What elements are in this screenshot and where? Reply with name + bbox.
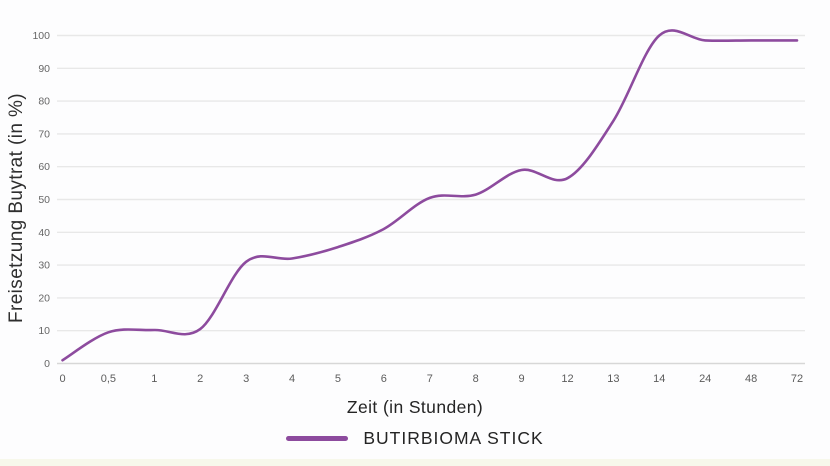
- y-tick-label: 0: [44, 358, 50, 370]
- y-tick-label: 70: [38, 128, 50, 140]
- x-tick-label: 72: [791, 373, 803, 385]
- y-tick-label: 90: [38, 63, 50, 75]
- y-tick-label: 60: [38, 161, 50, 173]
- y-tick-label: 10: [38, 325, 50, 337]
- x-tick-label: 0: [59, 373, 65, 385]
- footer-strip: [0, 459, 830, 466]
- x-axis-title: Zeit (in Stunden): [346, 397, 484, 417]
- x-tick-label: 7: [427, 373, 433, 385]
- x-tick-label: 9: [519, 373, 525, 385]
- x-tick-label: 48: [745, 373, 757, 385]
- x-tick-label: 24: [699, 373, 711, 385]
- legend-line-swatch: [286, 435, 349, 441]
- y-tick-label: 80: [38, 96, 50, 108]
- x-tick-label: 2: [197, 373, 203, 385]
- series-line-butirbioma-stick: [61, 29, 799, 362]
- x-tick-label: 6: [381, 373, 387, 385]
- y-tick-label: 40: [38, 227, 50, 239]
- legend-item-butirbioma-stick[interactable]: BUTIRBIOMA STICK: [286, 428, 543, 449]
- x-tick-label: 8: [473, 373, 479, 385]
- legend: BUTIRBIOMA STICK: [0, 424, 830, 452]
- x-tick-label: 4: [289, 373, 295, 385]
- y-tick-label: 30: [38, 260, 50, 272]
- y-tick-label: 50: [38, 194, 50, 206]
- legend-label: BUTIRBIOMA STICK: [363, 427, 544, 448]
- x-tick-label: 5: [335, 373, 341, 385]
- x-tick-label: 14: [653, 373, 665, 385]
- x-tick-label: 3: [243, 373, 249, 385]
- x-tick-label: 1: [151, 373, 157, 385]
- x-tick-label: 13: [607, 373, 619, 385]
- y-tick-label: 20: [38, 292, 50, 304]
- y-tick-label: 100: [32, 30, 50, 42]
- x-tick-label: 12: [561, 373, 573, 385]
- x-tick-label: 0,5: [101, 373, 116, 385]
